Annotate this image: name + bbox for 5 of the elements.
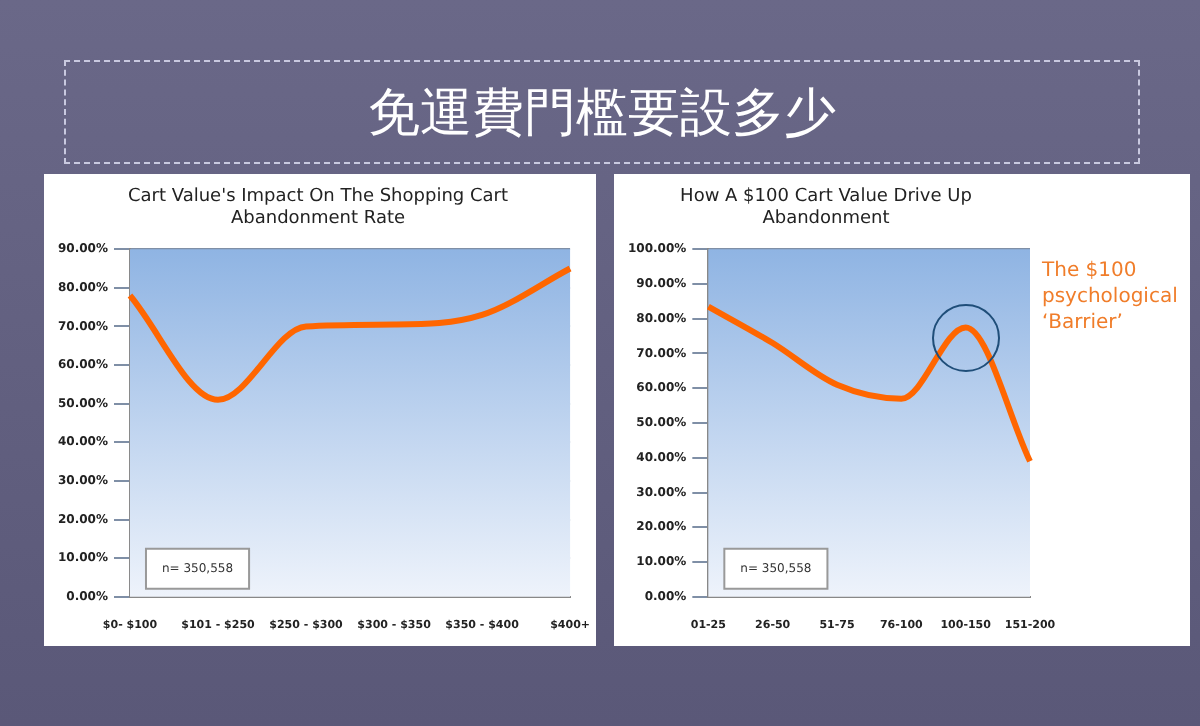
text: The $100 psychological ‘Barrier’ [1040, 260, 1178, 335]
chart-title: Cart Value's Impact On The Shopping Cart Abandonment Rate [127, 187, 509, 230]
text: 免運費門檻要設多少 [64, 60, 1140, 164]
chart-title: How A $100 Cart Value Drive Up Abandonment [680, 187, 973, 230]
line-series [705, 303, 1033, 465]
